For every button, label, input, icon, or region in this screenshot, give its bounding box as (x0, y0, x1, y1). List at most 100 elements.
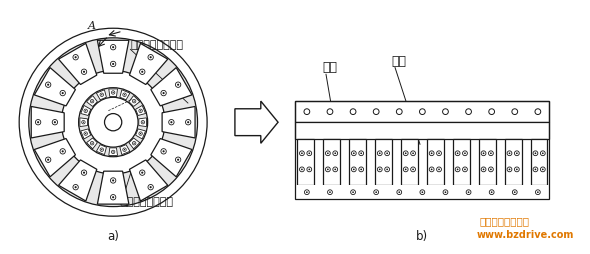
Text: a): a) (107, 230, 119, 243)
Circle shape (185, 120, 191, 125)
Circle shape (333, 151, 337, 156)
Bar (427, 139, 444, 185)
Circle shape (386, 152, 388, 154)
Polygon shape (87, 138, 97, 149)
Circle shape (537, 191, 539, 193)
Circle shape (47, 84, 49, 86)
Circle shape (304, 190, 309, 195)
Circle shape (442, 109, 448, 115)
Circle shape (333, 167, 337, 172)
Circle shape (359, 167, 363, 172)
Circle shape (142, 121, 143, 123)
Circle shape (61, 150, 64, 152)
Polygon shape (87, 96, 97, 106)
Circle shape (326, 151, 330, 156)
Circle shape (385, 167, 389, 172)
Circle shape (335, 168, 336, 170)
Circle shape (54, 121, 56, 123)
Circle shape (437, 167, 441, 172)
Circle shape (73, 184, 78, 190)
Circle shape (353, 152, 355, 154)
Polygon shape (109, 89, 117, 97)
Circle shape (81, 170, 87, 175)
Circle shape (148, 184, 153, 190)
Polygon shape (97, 40, 129, 73)
Circle shape (430, 151, 434, 156)
Circle shape (445, 191, 446, 193)
Circle shape (112, 150, 115, 154)
Circle shape (329, 191, 331, 193)
Circle shape (385, 151, 389, 156)
Circle shape (352, 167, 356, 172)
Circle shape (45, 82, 51, 87)
Circle shape (60, 149, 65, 154)
Circle shape (177, 84, 179, 86)
Circle shape (411, 167, 415, 172)
Polygon shape (58, 43, 97, 85)
Circle shape (327, 109, 333, 115)
Circle shape (352, 151, 356, 156)
Circle shape (139, 109, 142, 113)
Circle shape (187, 121, 189, 123)
Circle shape (81, 120, 85, 124)
Circle shape (83, 71, 85, 73)
Circle shape (301, 152, 303, 154)
Circle shape (73, 55, 78, 60)
Polygon shape (151, 68, 192, 106)
Circle shape (91, 142, 93, 144)
Circle shape (483, 152, 484, 154)
Circle shape (101, 149, 103, 150)
Polygon shape (81, 129, 91, 139)
Polygon shape (139, 118, 146, 126)
Circle shape (535, 168, 536, 170)
Circle shape (91, 101, 93, 102)
Polygon shape (151, 138, 192, 177)
Circle shape (161, 149, 166, 154)
Circle shape (85, 110, 86, 112)
Bar (323, 139, 340, 185)
Circle shape (537, 110, 539, 113)
Circle shape (419, 109, 425, 115)
Circle shape (74, 186, 77, 188)
Circle shape (468, 191, 470, 193)
Circle shape (110, 195, 116, 200)
Circle shape (309, 152, 310, 154)
Circle shape (141, 120, 145, 124)
Circle shape (300, 167, 304, 172)
Circle shape (490, 168, 492, 170)
Circle shape (535, 109, 541, 115)
Circle shape (60, 90, 65, 96)
Circle shape (335, 152, 336, 154)
Polygon shape (109, 148, 117, 155)
Circle shape (489, 190, 494, 195)
Circle shape (463, 151, 467, 156)
Polygon shape (120, 90, 130, 100)
Circle shape (466, 109, 471, 115)
Bar (401, 139, 418, 185)
Circle shape (516, 152, 517, 154)
Circle shape (301, 168, 303, 170)
Circle shape (140, 69, 145, 74)
Circle shape (45, 157, 51, 162)
Circle shape (139, 132, 142, 135)
Polygon shape (34, 138, 76, 177)
Polygon shape (97, 171, 129, 204)
Circle shape (379, 168, 381, 170)
Bar (296, 185, 549, 199)
Circle shape (150, 186, 152, 188)
Circle shape (74, 56, 77, 58)
Circle shape (52, 120, 58, 125)
Text: 初级: 初级 (391, 55, 406, 68)
Circle shape (85, 133, 86, 134)
Circle shape (412, 168, 414, 170)
Circle shape (83, 172, 85, 174)
Circle shape (542, 168, 543, 170)
Circle shape (104, 114, 122, 131)
Circle shape (489, 151, 493, 156)
Circle shape (507, 151, 512, 156)
Circle shape (61, 70, 165, 174)
Circle shape (112, 91, 115, 94)
Circle shape (457, 168, 458, 170)
Polygon shape (129, 160, 168, 201)
Circle shape (141, 71, 143, 73)
